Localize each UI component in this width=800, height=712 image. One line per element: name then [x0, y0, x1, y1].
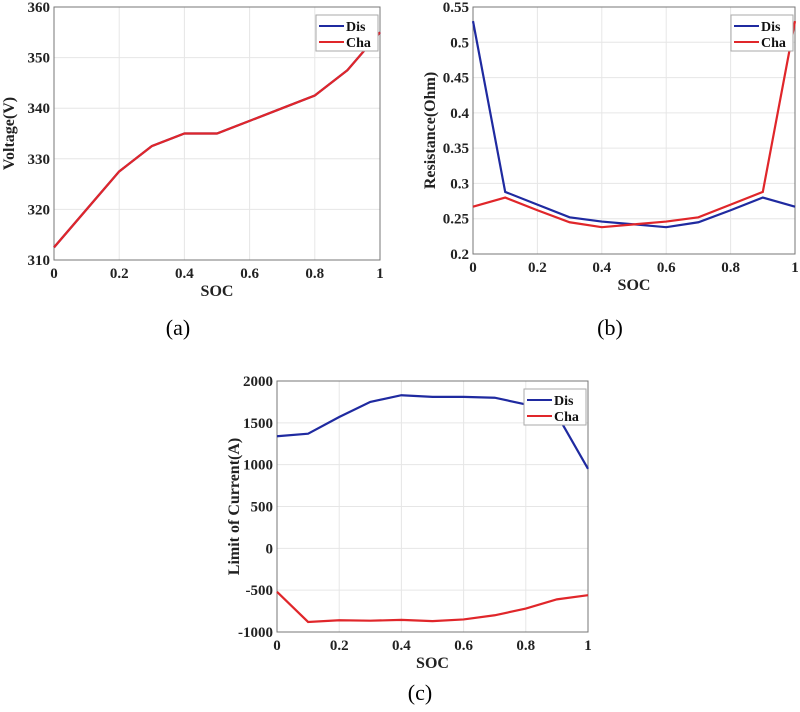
- y-tick-label: 0.2: [450, 247, 469, 263]
- axes-frame: [472, 6, 796, 255]
- subfigure-caption: (a): [166, 315, 190, 340]
- x-tick-label: 1: [584, 638, 592, 654]
- x-tick-label: 0: [273, 638, 281, 654]
- legend-label: Cha: [761, 36, 786, 51]
- y-tick-label: 340: [28, 101, 51, 117]
- y-tick-label: 0.55: [443, 0, 469, 16]
- y-tick-label: 360: [28, 0, 51, 16]
- x-tick-label: 0.2: [330, 638, 349, 654]
- chart-c: 0 0.2 0.4 0.6 0.8 1 -1000 -500 0 500 1000 1500 2000 S…: [226, 374, 592, 705]
- x-tick-label: 0.2: [110, 266, 129, 282]
- y-tick-label: 330: [28, 152, 51, 168]
- y-tick-label: 1500: [243, 416, 273, 432]
- x-tick-label: 1: [376, 266, 384, 282]
- y-axis-label: Resistance(Ohm): [422, 72, 439, 189]
- x-tick-label: 0.8: [516, 638, 535, 654]
- x-axis-label: SOC: [416, 655, 449, 672]
- y-tick-label: 0.5: [450, 35, 469, 51]
- legend-box: [730, 14, 794, 52]
- subfigure-caption: (b): [597, 315, 623, 340]
- x-tick-label: 1: [791, 260, 799, 276]
- x-tick-label: 0.4: [175, 266, 194, 282]
- y-tick-label: 310: [28, 253, 51, 269]
- x-tick-label: 0: [469, 260, 477, 276]
- legend-label: Dis: [761, 20, 781, 35]
- y-tick-label: -1000: [238, 625, 273, 641]
- axes-frame: [53, 6, 381, 261]
- y-tick-label: 1000: [243, 458, 273, 474]
- legend-label: Cha: [554, 410, 579, 425]
- axes-frame: [276, 380, 589, 633]
- x-tick-label: 0.8: [721, 260, 740, 276]
- x-axis-label: SOC: [201, 283, 234, 300]
- x-axis-label: SOC: [618, 277, 651, 294]
- y-tick-label: 350: [28, 51, 51, 67]
- y-tick-label: 2000: [243, 374, 273, 390]
- x-tick-label: 0.6: [657, 260, 676, 276]
- y-axis-label: Limit of Current(A): [226, 438, 243, 575]
- legend-label: Cha: [346, 36, 371, 51]
- x-tick-label: 0.4: [392, 638, 411, 654]
- x-tick-label: 0.4: [592, 260, 611, 276]
- chart-b: 0 0.2 0.4 0.6 0.8 10.20.250.30.350.40.450.50.…: [422, 0, 799, 340]
- legend-box: [315, 14, 379, 52]
- x-tick-label: 0.8: [305, 266, 324, 282]
- x-tick-label: 0.6: [454, 638, 473, 654]
- x-tick-label: 0: [50, 266, 58, 282]
- legend-label: Dis: [554, 394, 574, 409]
- legend-box: [523, 388, 587, 426]
- subfigure-caption: (c): [408, 680, 432, 705]
- x-tick-label: 0.2: [528, 260, 547, 276]
- y-tick-label: 0.45: [443, 71, 469, 87]
- y-tick-label: 0.3: [450, 176, 469, 192]
- y-tick-label: 500: [251, 500, 274, 516]
- y-tick-label: -500: [246, 583, 274, 599]
- y-tick-label: 320: [28, 202, 51, 218]
- y-tick-label: 0.4: [450, 106, 469, 122]
- y-tick-label: 0.35: [443, 141, 469, 157]
- chart-a: 0 0.2 0.4 0.6 0.8 1 310 320 330 340 350 360 SOC Volta…: [1, 0, 384, 340]
- y-tick-label: 0: [266, 541, 274, 557]
- y-axis-label: Voltage(V): [1, 97, 18, 170]
- legend-label: Dis: [346, 20, 366, 35]
- x-tick-label: 0.6: [240, 266, 259, 282]
- y-tick-label: 0.25: [443, 212, 469, 228]
